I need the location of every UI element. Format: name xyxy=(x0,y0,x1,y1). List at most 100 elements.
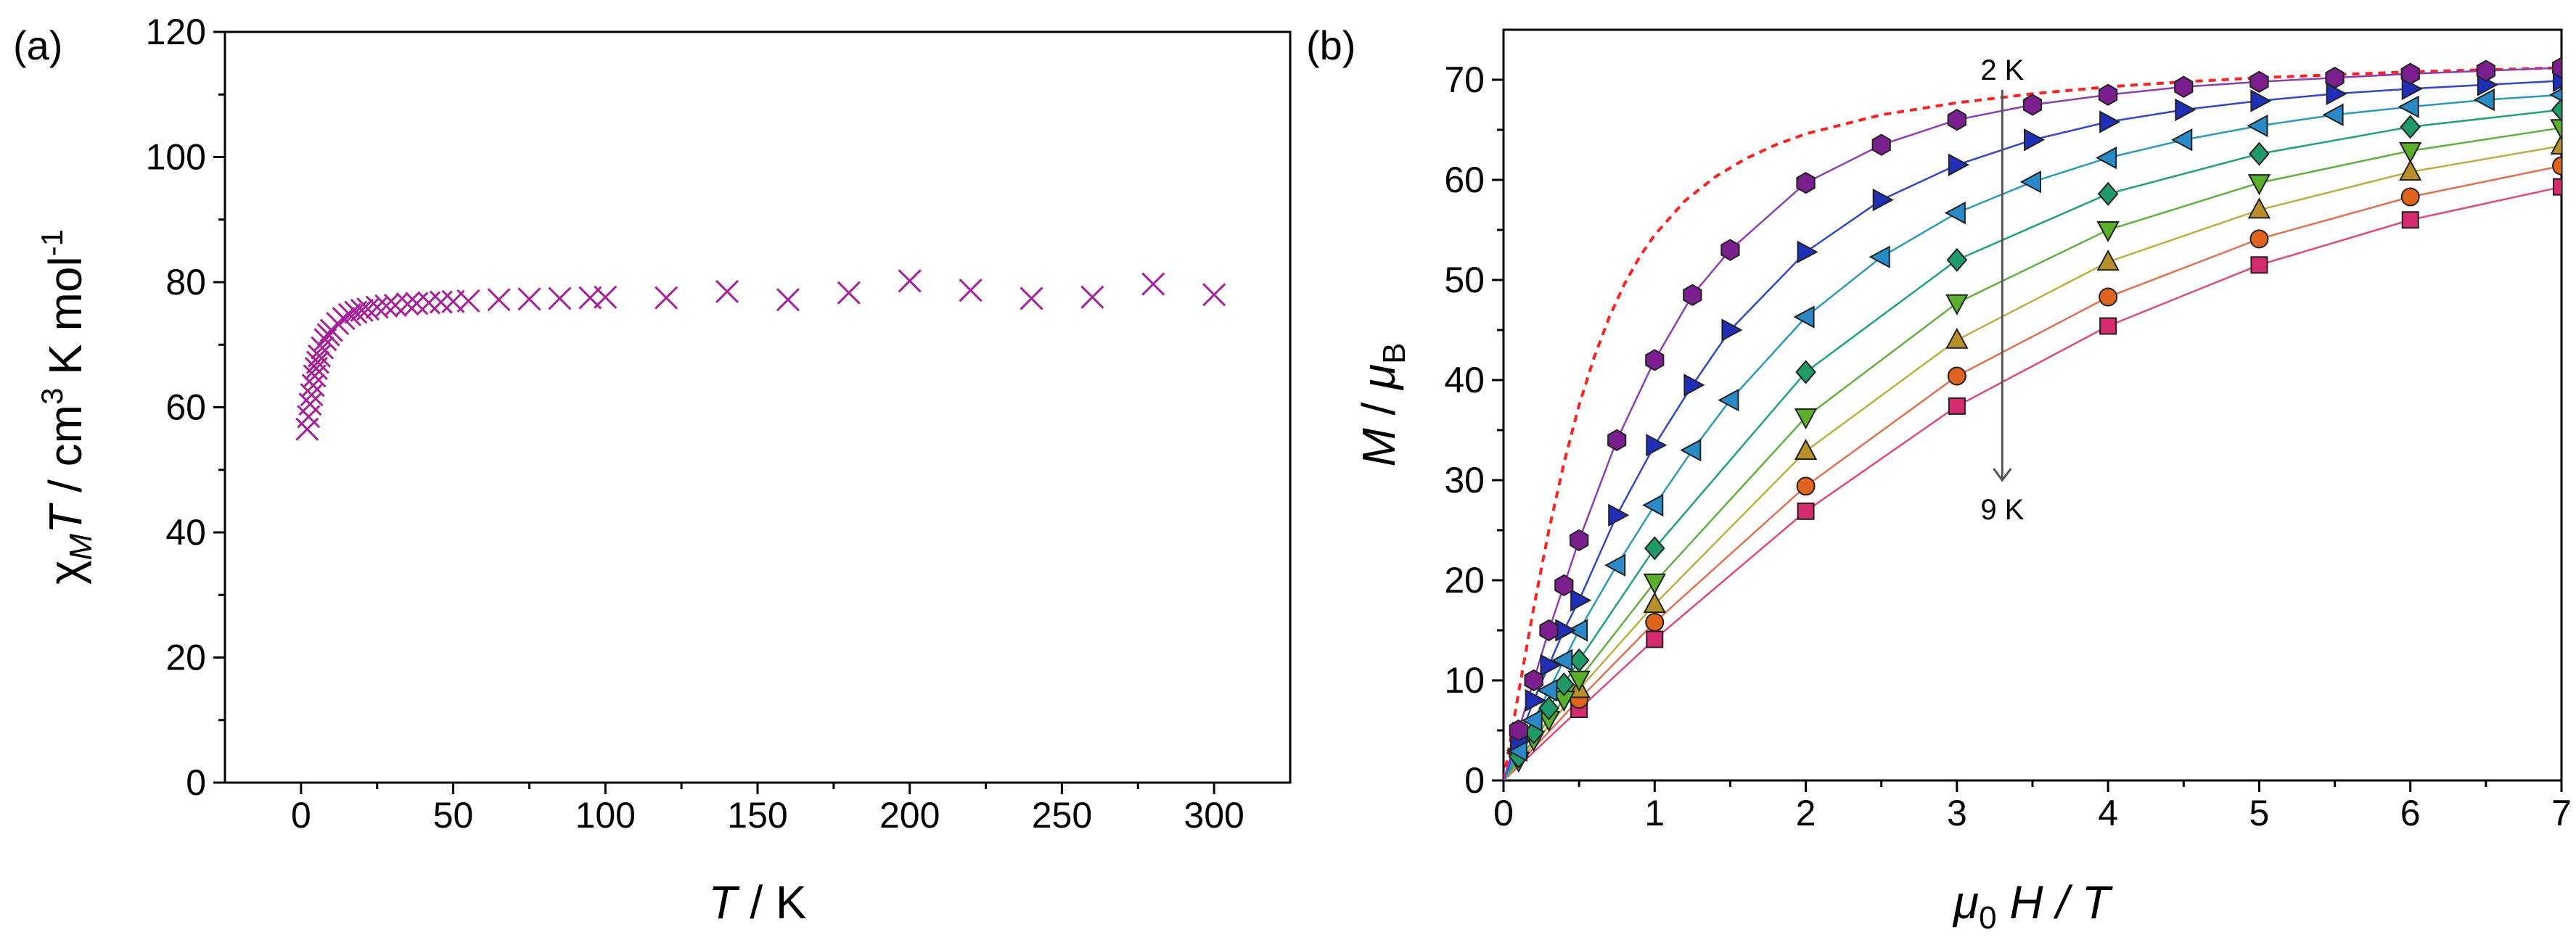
panel-b-x-axis-title: μ0 H / T xyxy=(1952,876,2113,936)
x-marker-stroke xyxy=(487,288,511,312)
data-point-x-marker xyxy=(594,285,618,309)
data-point-x-marker xyxy=(715,279,739,303)
x-tick-label: 50 xyxy=(433,795,474,836)
data-point-4k xyxy=(1567,619,1588,642)
unit-cm-exponent: 3 xyxy=(35,388,69,405)
data-point-x-marker xyxy=(959,279,983,302)
data-point-4k xyxy=(2473,88,2495,112)
data-point-x-marker xyxy=(311,336,335,360)
data-point-x-marker xyxy=(1080,285,1104,309)
data-point-3k xyxy=(1683,374,1705,397)
unit-k-mol: K mol xyxy=(39,256,91,387)
x-marker-stroke xyxy=(332,306,356,331)
panel-b-label: (b) xyxy=(1306,22,1355,68)
data-point-4k xyxy=(2548,88,2561,102)
y-tick-label: 0 xyxy=(1464,760,1485,801)
x-marker-stroke xyxy=(311,336,335,360)
x-tick-label: 250 xyxy=(1032,795,1092,836)
x-tick-label: 300 xyxy=(1184,795,1244,836)
data-point-2k xyxy=(1871,133,1891,156)
x-marker-stroke xyxy=(337,302,362,326)
t-symbol: T xyxy=(708,876,739,928)
x-marker-stroke xyxy=(1020,287,1043,310)
unit-mol-exponent: -1 xyxy=(35,229,69,256)
x-marker-stroke xyxy=(303,364,327,388)
x-marker-stroke xyxy=(959,279,983,302)
reference-brillouin-curve xyxy=(1504,66,2561,780)
data-point-2k xyxy=(2249,70,2269,93)
data-point-5k xyxy=(1946,247,1968,272)
data-point-5k xyxy=(1644,536,1665,561)
panel-b-marks xyxy=(1506,57,2561,773)
y-tick-label: 60 xyxy=(165,387,206,428)
data-point-9k xyxy=(1797,502,1815,520)
data-point-x-marker xyxy=(350,298,374,322)
data-point-3k xyxy=(2326,82,2347,105)
x-marker-stroke xyxy=(548,287,572,310)
data-point-9k xyxy=(1646,630,1664,648)
panel-a-marks xyxy=(295,269,1226,441)
x-marker-stroke xyxy=(301,374,325,397)
data-point-8k xyxy=(2099,287,2118,307)
h-symbol: H xyxy=(1997,876,2044,928)
x-marker-stroke xyxy=(456,289,480,313)
data-point-6k xyxy=(1945,294,1969,316)
data-point-2k xyxy=(1524,669,1543,692)
data-point-4k xyxy=(1944,201,1966,225)
data-point-4k xyxy=(1680,438,1702,462)
data-point-9k xyxy=(2099,317,2117,335)
x-marker-stroke xyxy=(429,290,453,314)
data-point-5k xyxy=(1568,648,1590,672)
x-marker-stroke xyxy=(1141,272,1165,296)
x-tick-label: 200 xyxy=(879,795,940,836)
data-point-x-marker xyxy=(303,364,327,388)
x-tick-label: 100 xyxy=(575,795,636,836)
data-point-2k xyxy=(2476,59,2495,82)
t-symbol: T xyxy=(39,503,91,534)
data-point-3k xyxy=(1721,318,1743,342)
data-point-4k xyxy=(1793,305,1815,329)
x-marker-stroke xyxy=(395,292,419,316)
data-point-7k xyxy=(1643,592,1666,614)
data-point-8k xyxy=(2552,156,2561,176)
data-point-3k xyxy=(1646,434,1668,457)
x-marker-stroke xyxy=(898,269,922,293)
data-point-x-marker xyxy=(374,294,398,318)
data-point-x-marker xyxy=(307,344,332,368)
data-point-x-marker xyxy=(1141,272,1165,296)
data-point-6k xyxy=(2399,141,2422,164)
data-point-8k xyxy=(2249,229,2269,249)
data-point-9k xyxy=(2250,256,2268,274)
unit-t: / T xyxy=(2043,876,2113,928)
panel-a-label: (a) xyxy=(13,22,62,68)
x-marker-stroke xyxy=(307,344,332,368)
data-point-9k xyxy=(2401,211,2419,229)
panel-a-y-axis-title: χMT / cm3 K mol-1 xyxy=(35,229,99,585)
y-tick-label: 120 xyxy=(146,12,206,52)
m-symbol: M xyxy=(1353,428,1405,467)
x-marker-stroke xyxy=(655,286,678,310)
panel-a-x-axis-title: T / K xyxy=(708,876,806,928)
data-point-5k xyxy=(1538,696,1559,721)
x-tick-label: 5 xyxy=(2249,793,2270,833)
data-point-x-marker xyxy=(517,287,541,311)
data-point-4k xyxy=(1718,388,1739,412)
mu-symbol: μ xyxy=(1353,364,1405,391)
temperature-arrow-annotation: 2 K 9 K xyxy=(1980,54,2024,526)
x-tick-label: 0 xyxy=(1493,793,1514,833)
data-point-x-marker xyxy=(776,288,800,312)
data-point-x-marker xyxy=(337,302,362,326)
data-point-2k xyxy=(1570,529,1589,551)
panel-b-y-axis-title: M / μB xyxy=(1353,342,1412,466)
data-point-2k xyxy=(2174,75,2194,98)
data-point-7k xyxy=(2247,197,2271,219)
data-point-4k xyxy=(2171,128,2193,152)
data-point-x-marker xyxy=(429,290,453,314)
data-point-6k xyxy=(1794,408,1818,430)
data-point-6k xyxy=(1643,573,1666,595)
data-point-5k xyxy=(1553,672,1575,697)
data-point-3k xyxy=(2250,89,2272,112)
zero-subscript: 0 xyxy=(1979,900,1996,936)
data-point-2k xyxy=(2099,83,2118,106)
